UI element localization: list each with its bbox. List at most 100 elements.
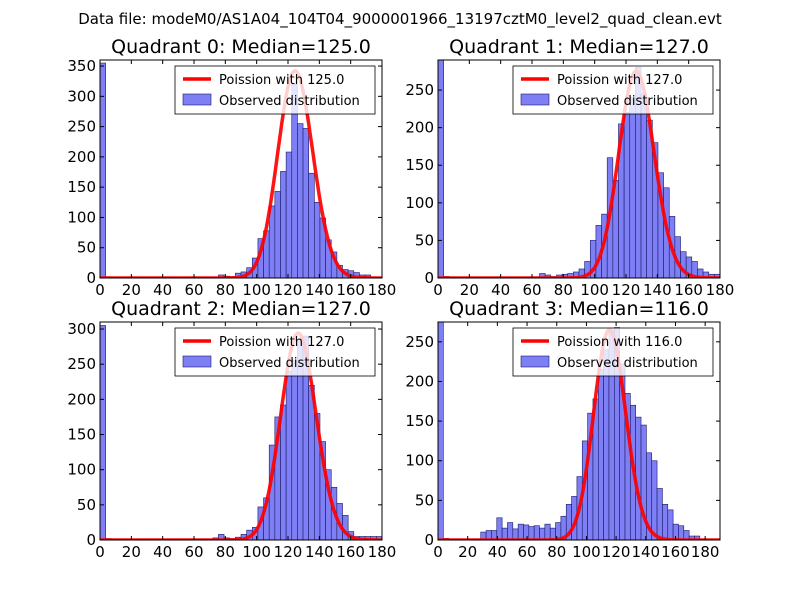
x-tick-label: 60 (522, 281, 541, 299)
legend-box (174, 65, 376, 115)
legend-bar-swatch (182, 355, 212, 368)
legend-line-label: Poission with 127.0 (219, 335, 344, 350)
legend-box (512, 65, 714, 115)
x-tick-label: 0 (433, 281, 443, 299)
histogram-bar (302, 128, 309, 278)
legend-bar-label: Observed distribution (557, 94, 698, 109)
y-tick-label: 250 (67, 118, 96, 136)
x-tick-label: 160 (674, 281, 703, 299)
y-tick-label: 50 (415, 231, 434, 249)
x-tick-label: 20 (122, 543, 141, 561)
y-tick-label: 0 (86, 531, 96, 549)
x-tick-label: 20 (122, 281, 141, 299)
y-tick-label: 300 (67, 320, 96, 338)
histogram-bar (285, 151, 293, 278)
poisson-line (100, 331, 382, 540)
chart-panel-3: 0 20 40 60 80 100 120 140 160 180050100150200250Q… (405, 298, 721, 561)
legend-line-label: Poission with 127.0 (557, 73, 682, 88)
x-tick-label: 0 (433, 543, 443, 561)
chart-panel-1: 0 20 40 60 80 100 120 140 160 180050100150200250Q… (405, 36, 734, 299)
x-tick-label: 20 (458, 543, 477, 561)
figure-suptitle: Data file: modeM0/AS1A04_104T04_90000019… (78, 10, 722, 29)
x-tick-label: 100 (572, 543, 601, 561)
histogram-bar (533, 525, 540, 540)
legend-bar-label: Observed distribution (557, 356, 698, 371)
histogram-bar (438, 60, 444, 278)
x-tick-label: 180 (691, 543, 720, 561)
x-tick-label: 100 (242, 543, 271, 561)
legend: Poission with 125.0 Observed distribution (174, 65, 376, 115)
x-tick-label: 20 (460, 281, 479, 299)
axes-frame (437, 321, 721, 541)
x-tick-label: 60 (184, 281, 203, 299)
x-tick-label: 120 (612, 281, 641, 299)
legend-line-label: Poission with 125.0 (219, 73, 344, 88)
x-tick-label: 140 (643, 281, 672, 299)
x-tick-label: 0 (95, 543, 105, 561)
histogram-bar (517, 523, 524, 540)
histogram-bar (507, 522, 514, 540)
legend-bar-swatch (520, 93, 550, 106)
x-tick-label: 120 (274, 281, 303, 299)
y-tick-label: 250 (405, 81, 434, 99)
histogram-bar (629, 97, 636, 278)
plot-area (438, 60, 720, 278)
plot-area (100, 325, 382, 540)
y-tick-label: 100 (405, 452, 434, 470)
y-tick-label: 300 (67, 87, 96, 105)
y-tick-label: 200 (405, 119, 434, 137)
y-tick-label: 0 (424, 269, 434, 287)
legend-bar-label: Observed distribution (219, 356, 360, 371)
y-tick-label: 100 (405, 194, 434, 212)
y-tick-label: 100 (67, 208, 96, 226)
histogram-bar (314, 202, 321, 278)
y-tick-label: 0 (86, 269, 96, 287)
x-tick-label: 80 (547, 543, 566, 561)
chart-title: Quadrant 3: Median=116.0 (449, 298, 709, 320)
y-tick-label: 200 (67, 148, 96, 166)
legend-line-label: Poission with 116.0 (557, 335, 682, 350)
axes-frame (99, 59, 383, 279)
histogram-bar (501, 527, 508, 540)
x-tick-label: 160 (336, 281, 365, 299)
y-tick-label: 250 (67, 355, 96, 373)
y-tick-label: 50 (77, 496, 96, 514)
y-tick-label: 150 (67, 178, 96, 196)
legend: Poission with 127.0 Observed distribution (512, 65, 714, 115)
x-tick-label: 140 (305, 281, 334, 299)
histogram-bar (603, 349, 610, 540)
histogram-bar (100, 62, 106, 278)
y-tick-label: 50 (415, 491, 434, 509)
x-tick-label: 160 (336, 543, 365, 561)
y-tick-label: 150 (405, 156, 434, 174)
y-tick-label: 50 (77, 239, 96, 257)
x-tick-label: 0 (95, 281, 105, 299)
histogram-bar (597, 369, 604, 540)
x-tick-label: 60 (184, 543, 203, 561)
x-tick-label: 80 (554, 281, 573, 299)
x-tick-label: 60 (518, 543, 537, 561)
x-tick-label: 180 (368, 543, 397, 561)
axes-frame (99, 321, 383, 541)
histogram-bar (623, 112, 631, 278)
poisson-line (438, 69, 720, 278)
legend-bar-swatch (520, 355, 550, 368)
x-tick-label: 140 (631, 543, 660, 561)
chart-panel-0: 0 20 40 60 80 100 120 140 160 1800501001502002503… (67, 36, 396, 299)
y-tick-label: 150 (67, 426, 96, 444)
axes-frame (437, 59, 721, 279)
histogram-bar (667, 509, 674, 540)
chart-title: Quadrant 2: Median=127.0 (111, 298, 371, 320)
x-tick-label: 140 (305, 543, 334, 561)
y-tick-label: 200 (67, 390, 96, 408)
y-tick-label: 0 (424, 531, 434, 549)
histogram-bar (280, 404, 287, 540)
histogram-bar (694, 535, 701, 540)
x-tick-label: 40 (488, 543, 507, 561)
y-tick-label: 350 (67, 57, 96, 75)
histogram-bar (528, 526, 535, 540)
histogram-bar (651, 460, 658, 540)
legend: Poission with 116.0 Observed distribution (512, 327, 714, 377)
x-tick-label: 80 (216, 543, 235, 561)
